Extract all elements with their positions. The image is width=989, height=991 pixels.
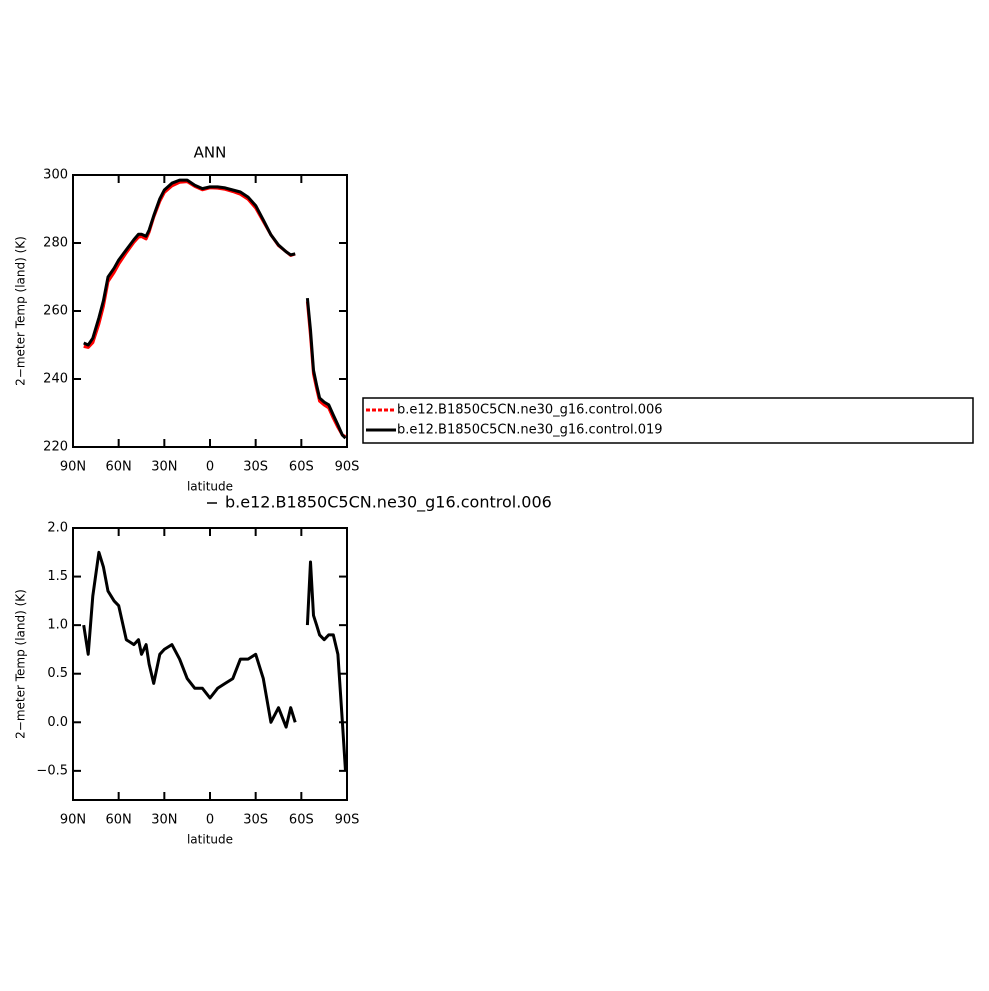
y-tick-label: 260 xyxy=(43,304,68,319)
y-tick-label: 2.0 xyxy=(47,521,68,536)
y-tick-label: −0.5 xyxy=(36,763,68,778)
x-tick-label: 60S xyxy=(289,813,314,828)
legend-label: b.e12.B1850C5CN.ne30_g16.control.006 xyxy=(397,403,663,418)
x-tick-label: 90S xyxy=(335,813,360,828)
x-tick-label: 0 xyxy=(206,460,214,475)
y-tick-label: 1.0 xyxy=(47,618,68,633)
x-tick-label: 30S xyxy=(243,813,268,828)
legend-label: b.e12.B1850C5CN.ne30_g16.control.019 xyxy=(397,423,663,438)
x-tick-label: 90N xyxy=(60,460,86,475)
legend-box xyxy=(362,397,974,444)
y-axis-label: 2−meter Temp (land) (K) xyxy=(14,236,28,386)
y-tick-label: 240 xyxy=(43,372,68,387)
x-tick-label: 90S xyxy=(335,460,360,475)
x-tick-label: 60S xyxy=(289,460,314,475)
x-tick-label: 60N xyxy=(106,460,132,475)
plot-frame xyxy=(72,527,348,801)
data-line xyxy=(83,178,347,440)
x-tick-label: 30S xyxy=(243,460,268,475)
y-tick-label: 300 xyxy=(43,168,68,183)
y-tick-label: 0.5 xyxy=(47,666,68,681)
x-tick-label: 30N xyxy=(151,460,177,475)
y-tick-label: 1.5 xyxy=(47,569,68,584)
y-tick-label: 220 xyxy=(43,440,68,455)
x-axis-label: latitude xyxy=(187,480,233,494)
data-line xyxy=(83,180,347,438)
plot-frame xyxy=(72,174,348,448)
x-tick-label: 0 xyxy=(206,813,214,828)
x-tick-label: 30N xyxy=(151,813,177,828)
y-tick-label: 280 xyxy=(43,236,68,251)
x-tick-label: 90N xyxy=(60,813,86,828)
data-line xyxy=(82,550,347,771)
x-tick-label: 60N xyxy=(106,813,132,828)
y-tick-label: 0.0 xyxy=(47,715,68,730)
y-axis-label: 2−meter Temp (land) (K) xyxy=(14,589,28,739)
legend-label: b.e12.B1850C5CN.ne30_g16.control.006 xyxy=(225,493,552,513)
x-axis-label: latitude xyxy=(187,833,233,847)
chart-title: ANN xyxy=(194,144,227,162)
